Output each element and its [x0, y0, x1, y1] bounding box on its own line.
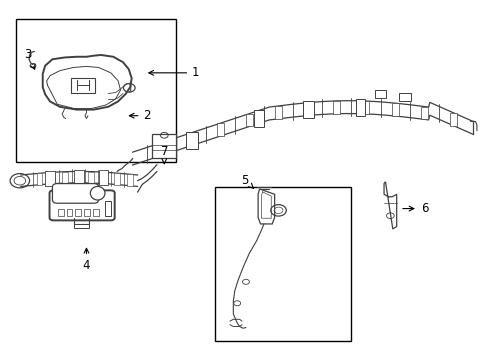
Bar — [16, 19, 176, 162]
Polygon shape — [187, 133, 194, 146]
Polygon shape — [304, 103, 310, 116]
Polygon shape — [362, 101, 369, 114]
Bar — [105, 202, 111, 216]
Polygon shape — [245, 113, 252, 126]
Polygon shape — [216, 123, 223, 136]
Polygon shape — [42, 55, 131, 110]
Polygon shape — [114, 173, 120, 185]
Polygon shape — [383, 182, 396, 229]
Polygon shape — [302, 101, 313, 118]
Text: 5: 5 — [240, 174, 253, 188]
Polygon shape — [75, 171, 81, 183]
Polygon shape — [45, 171, 55, 186]
Polygon shape — [127, 174, 133, 186]
Polygon shape — [449, 113, 456, 126]
Polygon shape — [275, 106, 282, 119]
Bar — [152, 134, 176, 158]
Bar — [93, 209, 99, 216]
Polygon shape — [101, 172, 107, 184]
Polygon shape — [49, 172, 55, 184]
FancyBboxPatch shape — [52, 184, 99, 203]
Bar — [84, 209, 90, 216]
Bar — [75, 209, 81, 216]
Polygon shape — [420, 107, 427, 120]
Polygon shape — [254, 110, 264, 127]
Bar — [71, 78, 95, 93]
Bar — [374, 90, 386, 98]
Polygon shape — [391, 103, 398, 116]
Polygon shape — [99, 170, 108, 185]
Polygon shape — [186, 132, 198, 149]
Text: 1: 1 — [148, 66, 199, 79]
Polygon shape — [356, 99, 365, 116]
Polygon shape — [258, 189, 274, 224]
Polygon shape — [74, 170, 84, 185]
Text: 2: 2 — [129, 109, 151, 122]
Text: 6: 6 — [402, 202, 427, 215]
Bar — [215, 187, 351, 341]
Ellipse shape — [90, 186, 105, 200]
Text: 3: 3 — [24, 49, 35, 69]
FancyBboxPatch shape — [49, 190, 115, 220]
Polygon shape — [62, 172, 68, 183]
Bar — [74, 224, 89, 228]
Bar — [58, 209, 63, 216]
Text: 4: 4 — [82, 248, 90, 272]
Bar — [398, 93, 410, 100]
Polygon shape — [333, 101, 340, 114]
Bar — [66, 209, 72, 216]
Text: 7: 7 — [160, 145, 168, 164]
Polygon shape — [158, 143, 165, 156]
Polygon shape — [88, 172, 94, 183]
Polygon shape — [37, 173, 42, 185]
